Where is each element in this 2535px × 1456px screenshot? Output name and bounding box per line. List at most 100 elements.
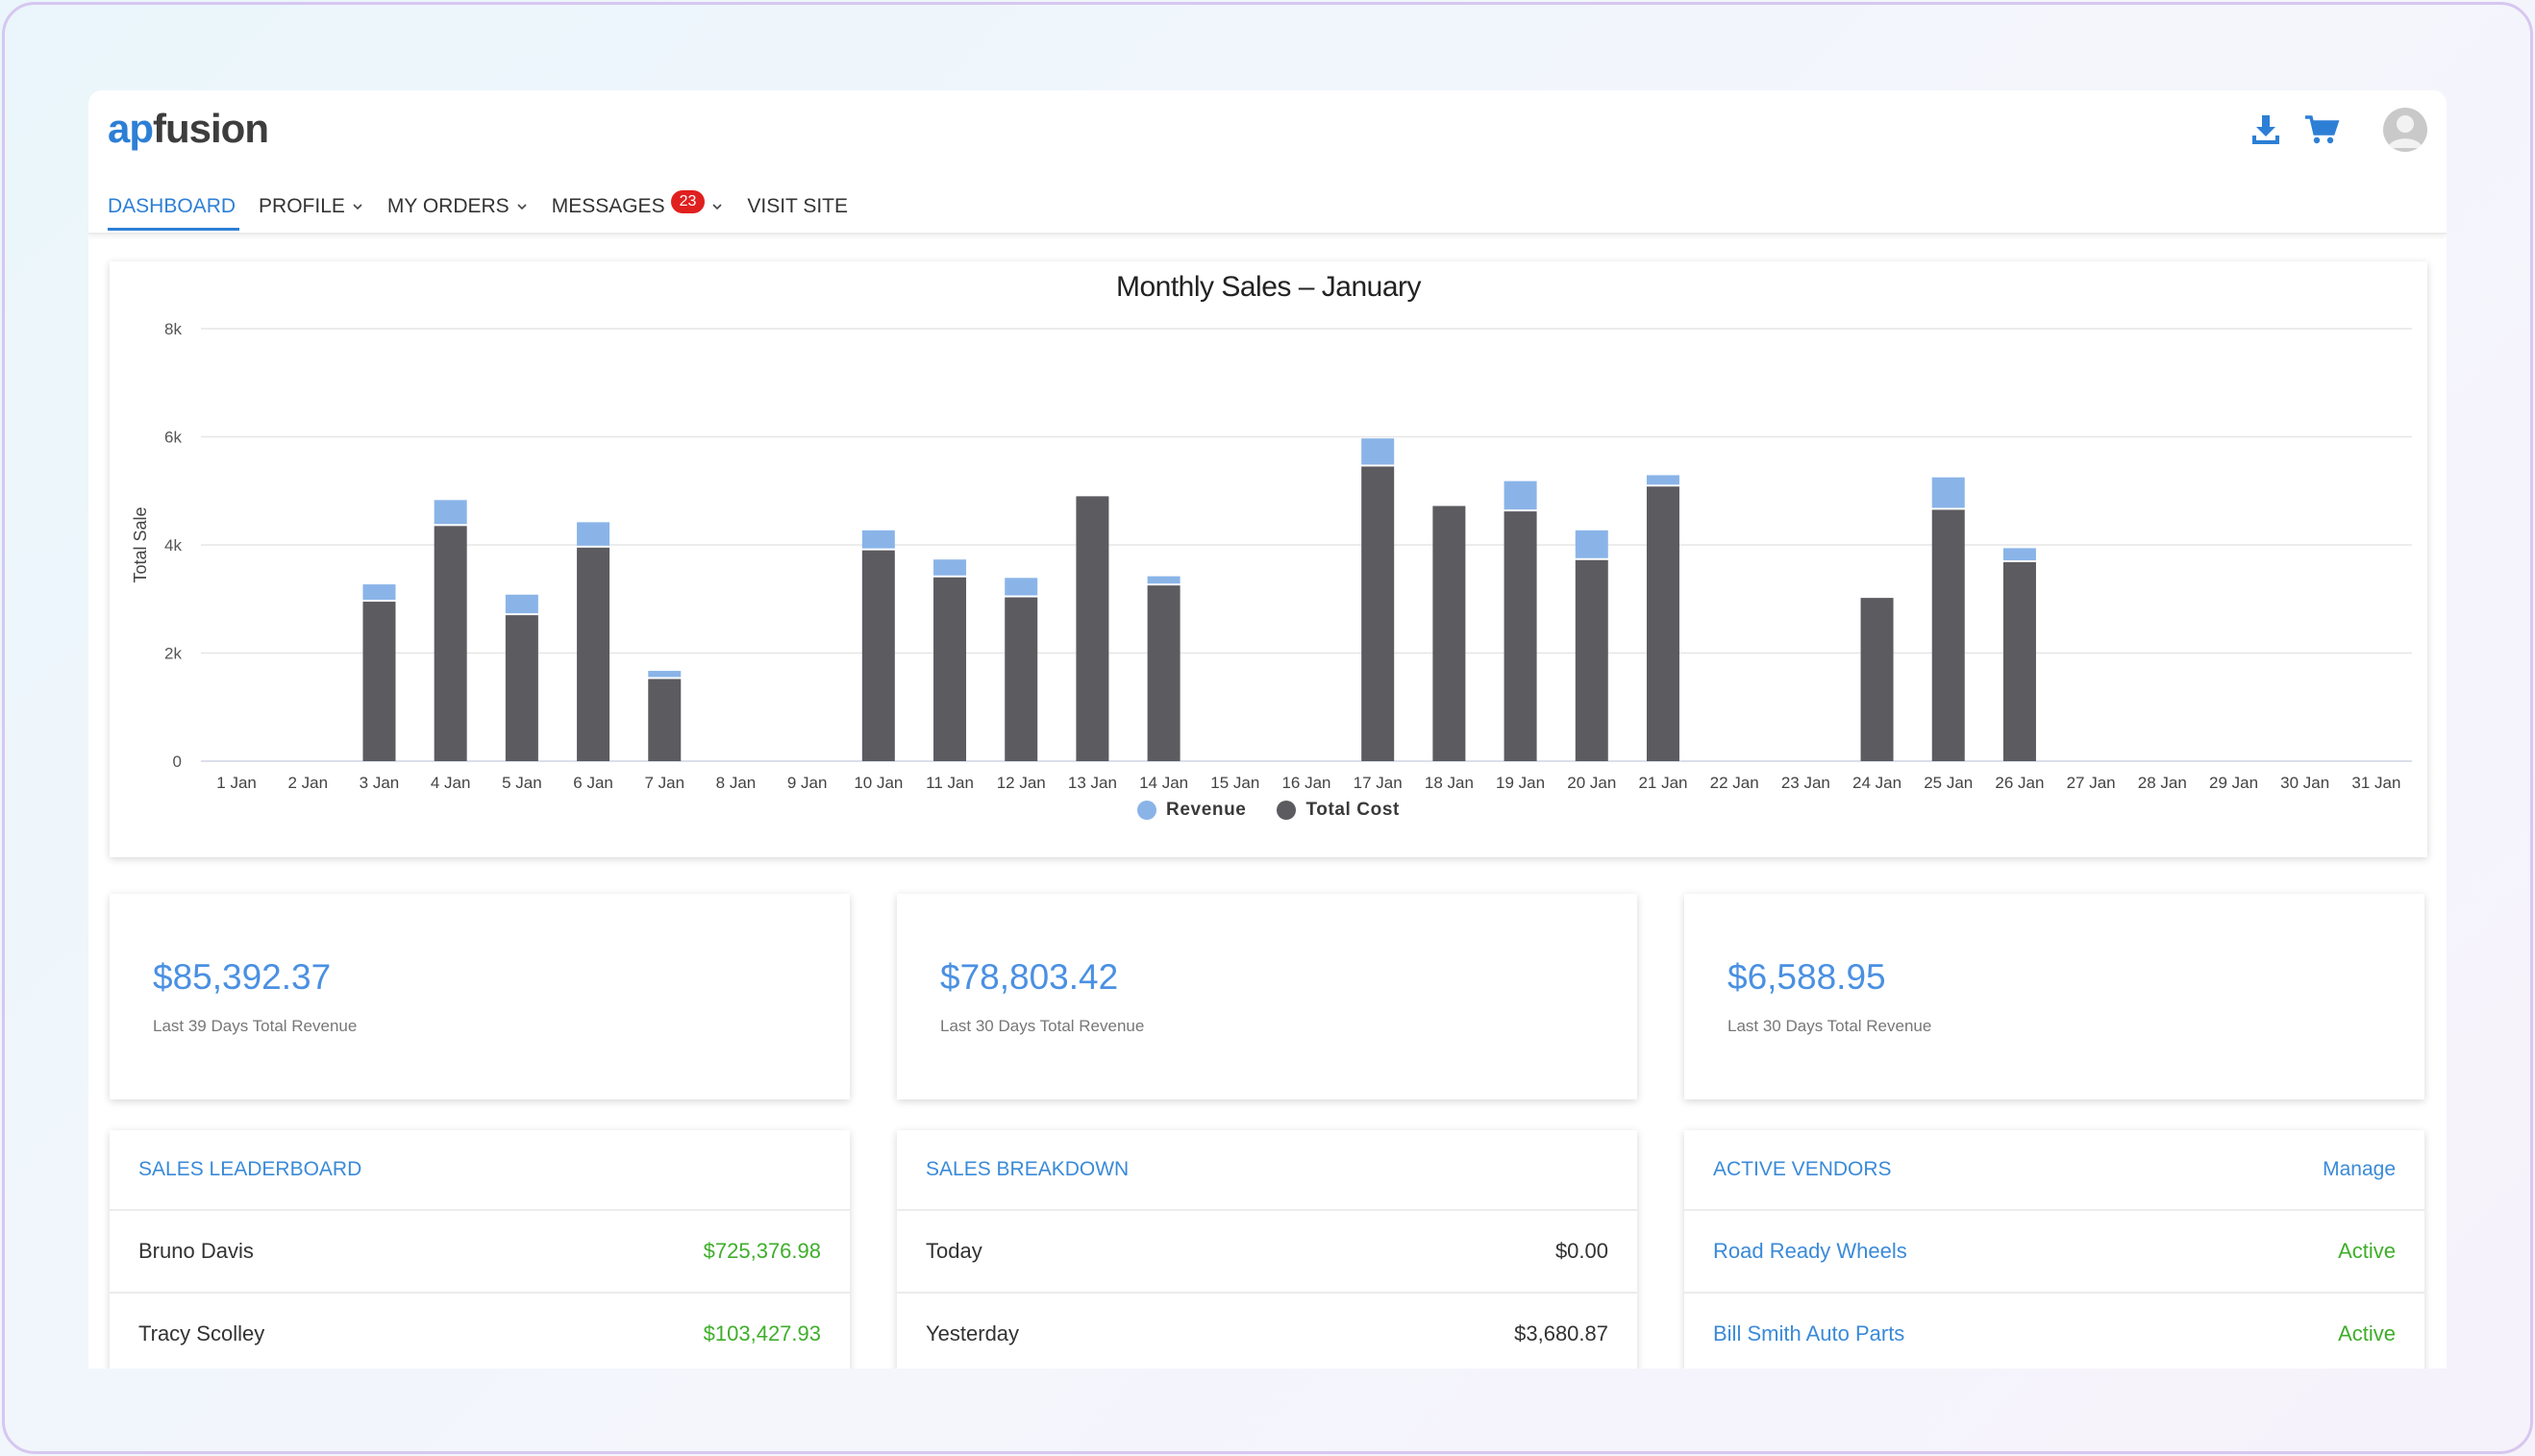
stat-value: $85,392.37 — [153, 957, 332, 997]
chevron-down-icon — [517, 204, 527, 210]
x-tick-label: 10 Jan — [854, 774, 903, 792]
bar-revenue — [648, 671, 682, 678]
nav-profile[interactable]: PROFILE — [259, 183, 364, 231]
bar-total-cost — [1432, 506, 1466, 761]
bar-revenue — [1575, 530, 1608, 558]
active-vendors-title: ACTIVE VENDORS — [1713, 1158, 1892, 1180]
list-header: ACTIVE VENDORS Manage — [1684, 1130, 2424, 1211]
legend-total-cost-swatch — [1277, 801, 1297, 820]
vendor-status: Active — [2338, 1239, 2396, 1263]
top-header: ap fusion DASHBOARD PROFILE MY ORDERS ME… — [88, 90, 2447, 234]
x-tick-label: 17 Jan — [1354, 774, 1403, 792]
nav-messages-label: MESSAGES — [551, 195, 665, 217]
x-tick-label: 20 Jan — [1567, 774, 1616, 792]
vendor-link[interactable]: Road Ready Wheels — [1713, 1239, 1907, 1263]
vendor-status: Active — [2338, 1321, 2396, 1345]
sales-breakdown-title: SALES BREAKDOWN — [926, 1158, 1130, 1180]
bar-total-cost — [505, 615, 538, 761]
bar-total-cost — [1646, 486, 1679, 761]
period-total: $0.00 — [1554, 1239, 1608, 1263]
list-item: Road Ready Wheels Active — [1684, 1211, 2424, 1294]
x-tick-label: 31 Jan — [2351, 774, 2400, 792]
monthly-sales-chart-card: Monthly Sales – January 0 2k 4k 6k 8k Total S… — [110, 261, 2427, 857]
x-tick-label: 29 Jan — [2209, 774, 2258, 792]
list-item[interactable]: Tracy Scolley $103,427.93 — [110, 1294, 850, 1369]
bar-total-cost — [577, 547, 610, 761]
legend-revenue-label: Revenue — [1166, 800, 1247, 820]
nav-my-orders[interactable]: MY ORDERS — [387, 183, 529, 231]
stat-card-30-days-revenue: $78,803.42 Last 30 Days Total Revenue — [897, 894, 1637, 1099]
nav-dashboard-label: DASHBOARD — [108, 195, 236, 217]
nav-messages[interactable]: MESSAGES 23 — [552, 183, 725, 231]
nav-visit-site[interactable]: VISIT SITE — [747, 183, 848, 231]
y-tick-label: 2k — [164, 645, 182, 663]
x-tick-label: 5 Jan — [502, 774, 542, 792]
bar-revenue — [2002, 548, 2036, 560]
vendor-link[interactable]: Bill Smith Auto Parts — [1713, 1321, 1905, 1345]
legend-total-cost[interactable]: Total Cost — [1277, 800, 1399, 821]
bar-total-cost — [1005, 597, 1038, 761]
x-tick-label: 19 Jan — [1496, 774, 1545, 792]
cart-icon[interactable] — [2302, 111, 2341, 149]
chart-title: Monthly Sales – January — [1115, 271, 1422, 303]
header-actions — [2229, 108, 2427, 152]
manage-vendors-link[interactable]: Manage — [2323, 1158, 2396, 1180]
list-header: SALES BREAKDOWN — [897, 1130, 1637, 1211]
avatar[interactable] — [2383, 108, 2427, 152]
brand-logo[interactable]: ap fusion — [108, 106, 269, 152]
bar-total-cost — [434, 526, 467, 761]
legend-total-cost-label: Total Cost — [1305, 800, 1400, 820]
bar-revenue — [577, 522, 610, 546]
bar-revenue — [505, 594, 538, 614]
seller-total: $725,376.98 — [703, 1239, 821, 1263]
bar-total-cost — [1575, 559, 1608, 761]
bar-total-cost — [1931, 509, 1965, 761]
y-tick-label: 6k — [164, 429, 182, 447]
nav-dashboard[interactable]: DASHBOARD — [108, 183, 240, 231]
x-tick-label: 21 Jan — [1638, 774, 1687, 792]
bar-revenue — [1005, 578, 1038, 596]
period-name: Yesterday — [926, 1321, 1020, 1345]
bar-total-cost — [1076, 496, 1109, 761]
nav-my-orders-label: MY ORDERS — [386, 195, 509, 217]
x-tick-label: 23 Jan — [1781, 774, 1830, 792]
bar-revenue — [1147, 576, 1181, 584]
bar-total-cost — [1504, 511, 1537, 761]
x-tick-label: 13 Jan — [1068, 774, 1117, 792]
bar-total-cost — [2002, 562, 2036, 761]
stat-label: Last 30 Days Total Revenue — [940, 1017, 1145, 1035]
main-nav: DASHBOARD PROFILE MY ORDERS MESSAGES 23 … — [108, 183, 871, 231]
list-header: SALES LEADERBOARD — [110, 1130, 850, 1211]
list-item: Today $0.00 — [897, 1211, 1637, 1294]
x-tick-label: 7 Jan — [644, 774, 684, 792]
period-total: $3,680.87 — [1514, 1321, 1608, 1345]
list-item[interactable]: Bruno Davis $725,376.98 — [110, 1211, 850, 1294]
legend-revenue[interactable]: Revenue — [1137, 800, 1246, 821]
x-tick-label: 18 Jan — [1425, 774, 1474, 792]
stat-value: $78,803.42 — [940, 957, 1119, 997]
list-item: Bill Smith Auto Parts Active — [1684, 1294, 2424, 1369]
download-icon[interactable] — [2247, 111, 2285, 149]
seller-total: $103,427.93 — [703, 1321, 821, 1345]
x-tick-label: 25 Jan — [1924, 774, 1973, 792]
nav-profile-label: PROFILE — [259, 195, 345, 217]
y-axis-label: Total Sale — [131, 506, 150, 582]
stat-value: $6,588.95 — [1727, 957, 1886, 997]
bar-total-cost — [1361, 466, 1395, 761]
bar-revenue — [362, 584, 396, 601]
x-tick-label: 22 Jan — [1710, 774, 1759, 792]
bar-revenue — [1931, 477, 1965, 508]
chart-legend: Revenue Total Cost — [110, 800, 2427, 821]
sales-leaderboard-card: SALES LEADERBOARD Bruno Davis $725,376.9… — [110, 1130, 850, 1369]
x-tick-label: 27 Jan — [2067, 774, 2116, 792]
stat-card-30-days-profit: $6,588.95 Last 30 Days Total Revenue — [1684, 894, 2424, 1099]
stat-card-39-days: $85,392.37 Last 39 Days Total Revenue — [110, 894, 850, 1099]
x-tick-label: 2 Jan — [287, 774, 328, 792]
x-tick-label: 24 Jan — [1852, 774, 1901, 792]
seller-name: Tracy Scolley — [138, 1321, 265, 1345]
bar-revenue — [933, 559, 967, 576]
x-tick-label: 15 Jan — [1210, 774, 1259, 792]
y-tick-label: 0 — [173, 753, 182, 771]
x-tick-label: 26 Jan — [1995, 774, 2044, 792]
